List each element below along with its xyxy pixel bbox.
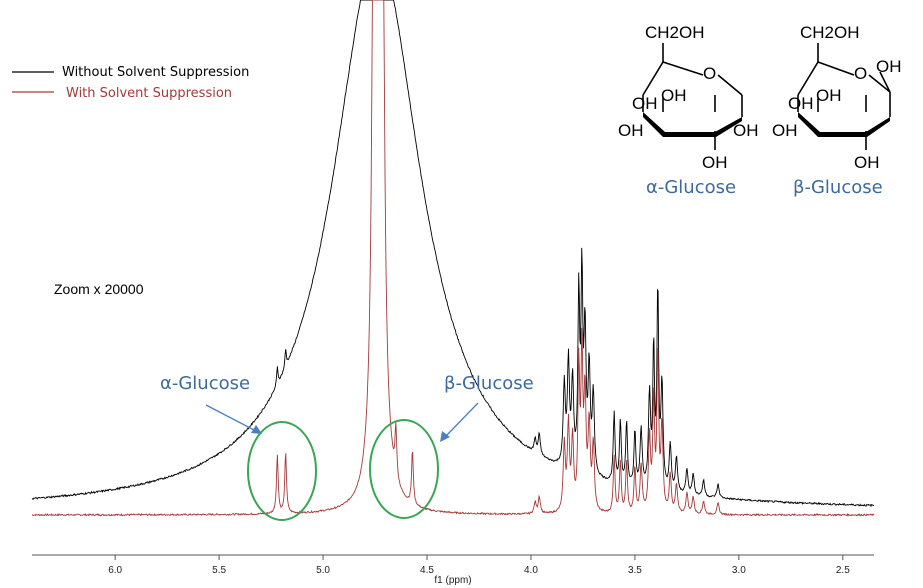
beta-peak-circle [369, 419, 439, 519]
beta-oh-3: OH [788, 94, 814, 113]
alpha-oh-1: OH [733, 121, 759, 140]
beta-oh-2: OH [772, 121, 798, 140]
alpha-oh-3: OH [632, 94, 658, 113]
beta-arrow [440, 402, 479, 442]
beta-oh-4: OH [816, 86, 842, 105]
beta-oh-1: OH [876, 57, 902, 76]
zoom-annotation: Zoom x 20000 [54, 281, 144, 297]
alpha-ring-o: O [703, 64, 716, 83]
x-tick-label: 5.5 [212, 565, 226, 576]
alpha-glucose-labels: CH2OH O OH OH OH OH OH [618, 23, 759, 172]
beta-glucose-structure [797, 43, 891, 150]
beta-glucose-caption: β-Glucose [793, 177, 883, 198]
alpha-arrow [205, 404, 262, 434]
alpha-glucose-caption: α-Glucose [646, 177, 736, 198]
x-axis-label: f1 (ppm) [434, 575, 471, 586]
series-without-suppression [31, 0, 875, 508]
alpha-oh-2: OH [618, 121, 644, 140]
x-tick-label: 2.5 [836, 565, 850, 576]
alpha-peak-label: α-Glucose [160, 373, 250, 394]
legend: Without Solvent Suppression With Solvent… [12, 65, 249, 101]
alpha-oh-4: OH [661, 86, 687, 105]
x-tick-label: 3.0 [732, 565, 746, 576]
series-with-suppression [31, 0, 875, 517]
x-axis-ticks: 6.0 5.5 5.0 4.5 4.0 3.5 3.0 2.5 [108, 555, 850, 576]
x-tick-label: 5.0 [316, 565, 330, 576]
beta-peak-label: β-Glucose [444, 373, 534, 394]
beta-ch2oh: CH2OH [800, 23, 860, 42]
alpha-peak-circle [247, 421, 317, 521]
x-tick-label: 4.5 [420, 565, 434, 576]
beta-glucose-labels: CH2OH O OH OH OH OH OH [772, 23, 902, 172]
x-tick-label: 4.0 [524, 565, 538, 576]
alpha-glucose-structure [642, 43, 743, 150]
alpha-ch2oh: CH2OH [645, 23, 705, 42]
beta-ring-o: O [854, 64, 867, 83]
legend-label-without: Without Solvent Suppression [62, 65, 249, 80]
beta-oh-0: OH [854, 153, 880, 172]
alpha-oh-0: OH [702, 153, 728, 172]
legend-label-with: With Solvent Suppression [66, 86, 232, 101]
x-tick-label: 6.0 [108, 565, 122, 576]
x-tick-label: 3.5 [628, 565, 642, 576]
